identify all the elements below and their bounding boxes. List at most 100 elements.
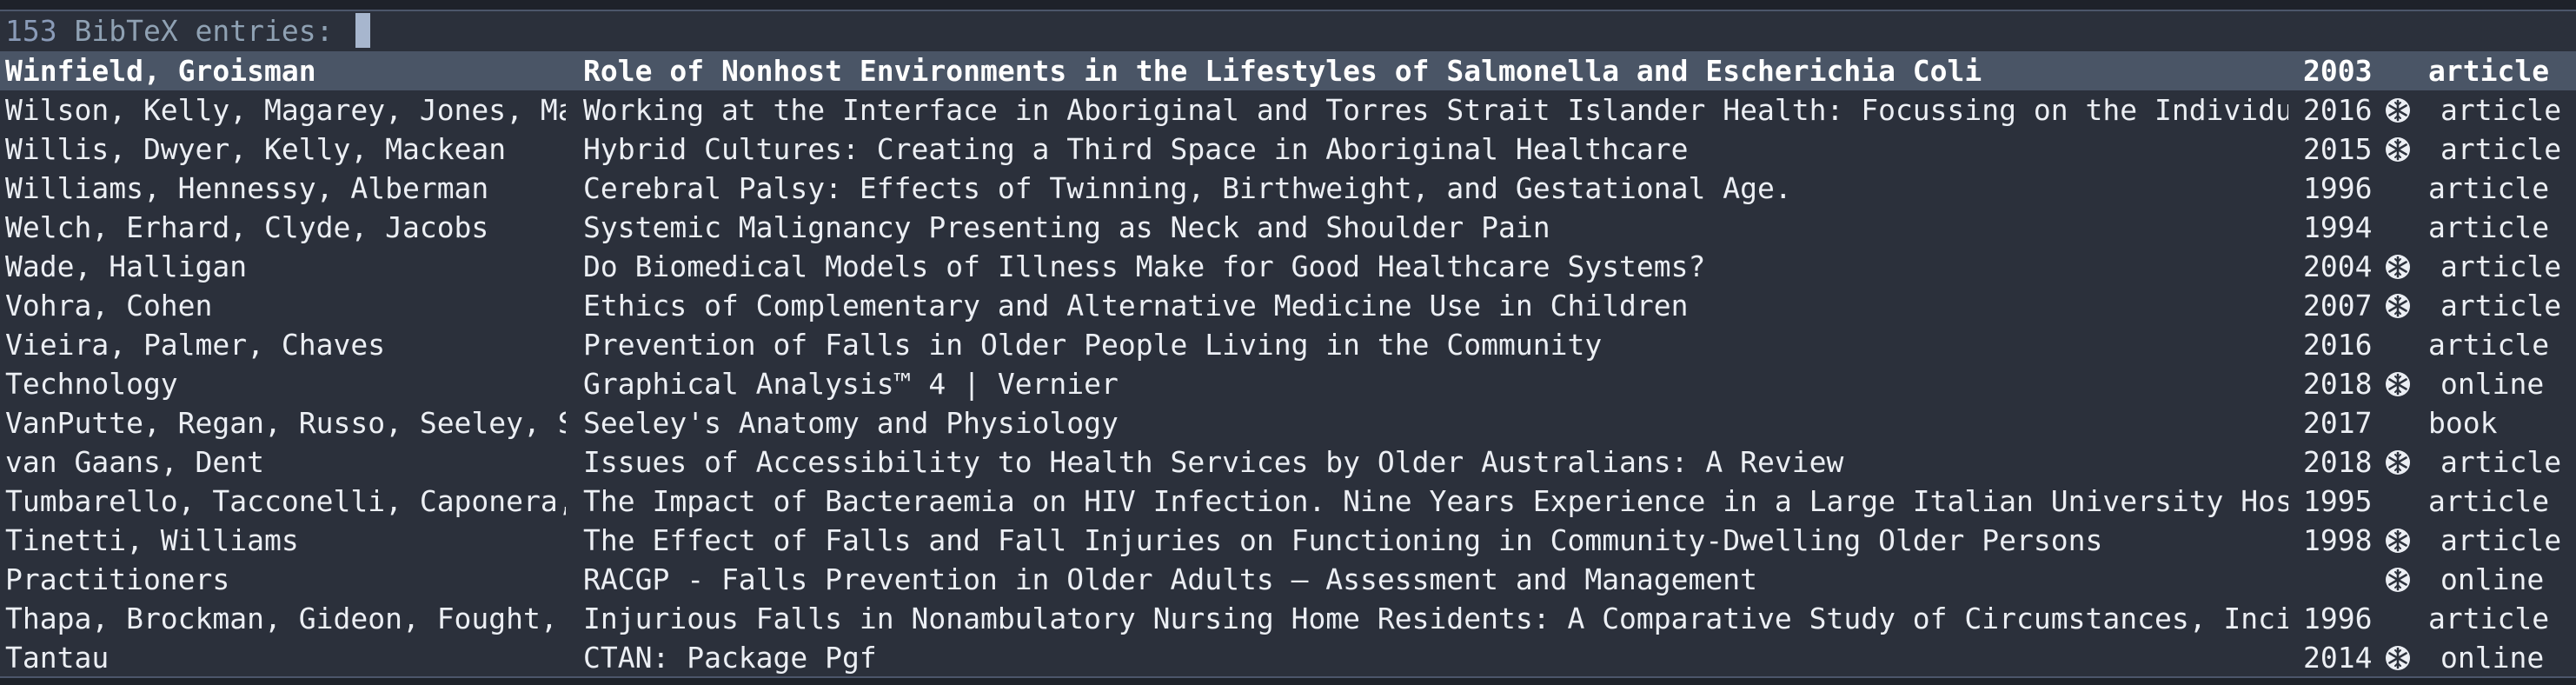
entry-year: 2018 (2303, 445, 2373, 479)
entry-type: article (2440, 523, 2562, 557)
entry-type: article (2428, 54, 2550, 88)
bibtex-entry-row[interactable]: Winfield, Groisman Role of Nonhost Enviro… (0, 51, 2576, 90)
bibtex-entry-row[interactable]: Tinetti, Williams The Effect of Falls and… (0, 521, 2576, 560)
entry-year: 2015 (2303, 132, 2373, 166)
frame-bottom-border (0, 676, 2576, 685)
entry-title: Issues of Accessibility to Health Servic… (583, 445, 1844, 479)
entry-title: Hybrid Cultures: Creating a Third Space … (583, 132, 1689, 166)
entry-year: 1996 (2303, 171, 2373, 205)
entry-type: article (2428, 602, 2550, 635)
bibtex-entry-row[interactable]: Practitioners RACGP - Falls Prevention in… (0, 560, 2576, 599)
snowflake-icon (2378, 90, 2418, 130)
snowflake-icon (2378, 442, 2418, 482)
bibtex-entry-row[interactable]: Technology Graphical Analysis™ 4 | Vernie… (0, 364, 2576, 403)
entry-title: The Effect of Falls and Fall Injuries on… (583, 523, 2103, 557)
entry-author: Winfield, Groisman (5, 54, 316, 88)
entry-author: Wilson, Kelly, Magarey, Jones, Macke (5, 93, 566, 127)
bibtex-entry-row[interactable]: van Gaans, Dent Issues of Accessibility t… (0, 442, 2576, 482)
bibtex-entry-row[interactable]: Vieira, Palmer, Chaves Prevention of Fall… (0, 325, 2576, 364)
snowflake-icon (2378, 325, 2418, 364)
entry-title: CTAN: Package Pgf (583, 641, 877, 675)
bibtex-entry-row[interactable]: Welch, Erhard, Clyde, Jacobs Systemic Mal… (0, 208, 2576, 247)
entry-author: Tumbarello, Tacconelli, Caponera, Ca (5, 484, 566, 518)
snowflake-icon (2378, 403, 2418, 442)
snowflake-icon (2378, 247, 2418, 286)
bibtex-entry-row[interactable]: Willis, Dwyer, Kelly, Mackean Hybrid Cult… (0, 130, 2576, 169)
entry-type: online (2440, 562, 2545, 596)
entry-type: article (2440, 445, 2562, 479)
entry-title: Working at the Interface in Aboriginal a… (583, 93, 2288, 127)
entry-title: Seeley's Anatomy and Physiology (583, 406, 1119, 440)
entry-year: 2016 (2303, 93, 2373, 127)
bibtex-entry-row[interactable]: Thapa, Brockman, Gideon, Fought, Ray Inju… (0, 599, 2576, 638)
entry-year: 1998 (2303, 523, 2373, 557)
entry-year: 2014 (2303, 641, 2373, 675)
snowflake-icon (2378, 169, 2418, 208)
entry-author: Vohra, Cohen (5, 289, 213, 323)
snowflake-icon (2378, 364, 2418, 403)
entry-type: article (2440, 132, 2562, 166)
entry-title: Injurious Falls in Nonambulatory Nursing… (583, 602, 2288, 635)
bibtex-entry-row[interactable]: Tumbarello, Tacconelli, Caponera, Ca The … (0, 482, 2576, 521)
entry-author: Technology (5, 367, 178, 401)
entry-type: online (2440, 641, 2545, 675)
entry-author: Willis, Dwyer, Kelly, Mackean (5, 132, 507, 166)
entry-author: Welch, Erhard, Clyde, Jacobs (5, 210, 489, 244)
bibtex-entry-row[interactable]: Williams, Hennessy, Alberman Cerebral Pal… (0, 169, 2576, 208)
snowflake-icon (2378, 286, 2418, 325)
bibtex-entry-row[interactable]: VanPutte, Regan, Russo, Seeley, Step Seel… (0, 403, 2576, 442)
entry-year (2303, 560, 2381, 599)
snowflake-icon (2378, 130, 2418, 169)
bibtex-entry-row[interactable]: Tantau CTAN: Package Pgf 2014 online (0, 638, 2576, 677)
entry-year: 2007 (2303, 289, 2373, 323)
bibtex-entry-row[interactable]: Wilson, Kelly, Magarey, Jones, Macke Work… (0, 90, 2576, 130)
entry-year: 2003 (2303, 54, 2373, 88)
entry-title: RACGP - Falls Prevention in Older Adults… (583, 562, 1758, 596)
entry-year: 2017 (2303, 406, 2373, 440)
entry-year: 1995 (2303, 484, 2373, 518)
entry-type: article (2428, 328, 2550, 362)
entry-author: van Gaans, Dent (5, 445, 265, 479)
frame-top-border (0, 0, 2576, 11)
entry-author: Tinetti, Williams (5, 523, 299, 557)
bibtex-entry-row[interactable]: Vohra, Cohen Ethics of Complementary and … (0, 286, 2576, 325)
prompt-label: BibTeX entries: (74, 13, 334, 48)
snowflake-icon (2378, 599, 2418, 638)
entry-type: article (2428, 484, 2550, 518)
text-cursor[interactable] (355, 13, 371, 48)
bibtex-entry-row[interactable]: Wade, Halligan Do Biomedical Models of Il… (0, 247, 2576, 286)
snowflake-icon (2378, 482, 2418, 521)
snowflake-icon (2378, 521, 2418, 560)
entry-title: Role of Nonhost Environments in the Life… (583, 54, 1982, 88)
snowflake-icon (2378, 51, 2418, 90)
entry-year: 2018 (2303, 367, 2373, 401)
entry-author: Vieira, Palmer, Chaves (5, 328, 386, 362)
entry-author: Practitioners (5, 562, 230, 596)
snowflake-icon (2378, 208, 2418, 247)
entry-year: 2004 (2303, 249, 2373, 283)
minibuffer-prompt[interactable]: 153 BibTeX entries: (5, 10, 371, 50)
entry-year: 1996 (2303, 602, 2373, 635)
bibtex-entry-list: Winfield, Groisman Role of Nonhost Enviro… (0, 51, 2576, 677)
entry-year: 2016 (2303, 328, 2373, 362)
entry-author: VanPutte, Regan, Russo, Seeley, Step (5, 406, 566, 440)
entry-title: Ethics of Complementary and Alternative … (583, 289, 1689, 323)
snowflake-icon (2378, 560, 2418, 599)
entry-title: Do Biomedical Models of Illness Make for… (583, 249, 1706, 283)
entry-type: article (2428, 171, 2550, 205)
entry-title: The Impact of Bacteraemia on HIV Infecti… (583, 484, 2288, 518)
entry-title: Cerebral Palsy: Effects of Twinning, Bir… (583, 171, 1792, 205)
entry-year: 1994 (2303, 210, 2373, 244)
entry-type: online (2440, 367, 2545, 401)
entry-title: Graphical Analysis™ 4 | Vernier (583, 367, 1119, 401)
entry-title: Systemic Malignancy Presenting as Neck a… (583, 210, 1550, 244)
entry-type: article (2440, 93, 2562, 127)
entry-author: Thapa, Brockman, Gideon, Fought, Ray (5, 602, 566, 635)
entry-count: 153 (5, 13, 57, 48)
entry-author: Wade, Halligan (5, 249, 248, 283)
entry-type: book (2428, 406, 2498, 440)
entry-author: Tantau (5, 641, 110, 675)
entry-title: Prevention of Falls in Older People Livi… (583, 328, 1603, 362)
entry-type: article (2440, 289, 2562, 323)
entry-type: article (2440, 249, 2562, 283)
